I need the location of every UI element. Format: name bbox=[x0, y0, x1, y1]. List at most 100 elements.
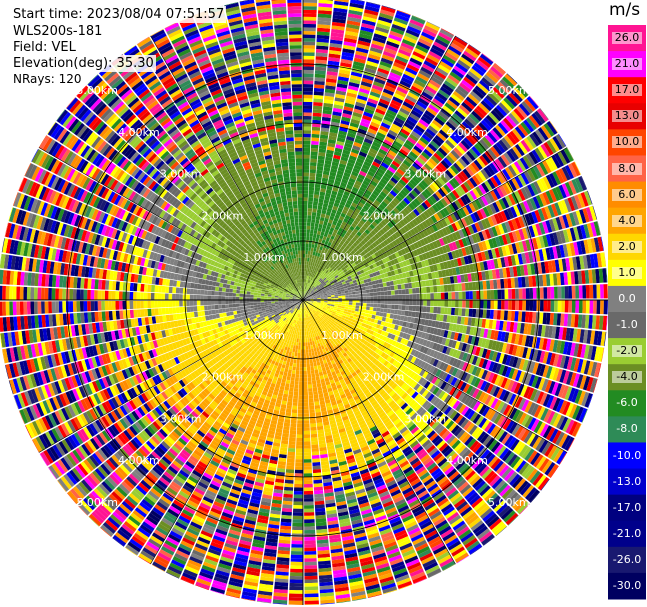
velocity-gate bbox=[513, 108, 525, 121]
velocity-gate bbox=[307, 204, 313, 209]
velocity-gate bbox=[337, 79, 349, 86]
velocity-gate bbox=[334, 296, 339, 299]
velocity-gate bbox=[337, 272, 342, 277]
velocity-gate bbox=[400, 189, 408, 197]
velocity-gate bbox=[305, 282, 307, 287]
velocity-gate bbox=[388, 235, 395, 242]
velocity-gate bbox=[347, 158, 356, 165]
velocity-gate bbox=[571, 300, 576, 313]
velocity-gate bbox=[532, 196, 541, 209]
velocity-gate bbox=[461, 53, 475, 65]
velocity-gate bbox=[341, 297, 346, 300]
velocity-gate bbox=[448, 224, 455, 233]
velocity-gate bbox=[437, 292, 442, 300]
velocity-gate bbox=[314, 223, 319, 228]
velocity-gate bbox=[460, 139, 471, 150]
velocity-gate bbox=[334, 275, 339, 279]
velocity-gate bbox=[306, 264, 309, 269]
velocity-gate bbox=[476, 82, 490, 94]
velocity-gate bbox=[306, 298, 310, 300]
velocity-gate bbox=[369, 307, 374, 311]
velocity-gate bbox=[318, 145, 327, 150]
velocity-gate bbox=[460, 274, 465, 283]
velocity-gate bbox=[389, 102, 401, 111]
velocity-gate bbox=[314, 401, 320, 406]
velocity-gate bbox=[315, 271, 319, 276]
velocity-gate bbox=[343, 234, 349, 240]
velocity-gate bbox=[523, 170, 533, 184]
velocity-gate bbox=[303, 193, 309, 198]
velocity-gate bbox=[526, 169, 536, 182]
velocity-gate bbox=[529, 133, 540, 147]
velocity-gate bbox=[311, 140, 319, 146]
velocity-gate bbox=[373, 275, 379, 281]
velocity-gate bbox=[501, 76, 515, 89]
velocity-gate bbox=[316, 256, 320, 261]
velocity-gate bbox=[327, 222, 332, 228]
velocity-gate bbox=[477, 252, 483, 262]
velocity-gate bbox=[534, 110, 546, 124]
velocity-gate bbox=[374, 279, 380, 285]
velocity-gate bbox=[557, 300, 562, 313]
velocity-gate bbox=[426, 107, 438, 117]
velocity-gate bbox=[471, 110, 483, 122]
velocity-gate bbox=[595, 268, 600, 284]
velocity-gate bbox=[488, 238, 495, 249]
velocity-gate bbox=[313, 282, 317, 287]
velocity-gate bbox=[362, 114, 372, 122]
velocity-gate bbox=[556, 231, 563, 245]
velocity-gate bbox=[353, 183, 361, 190]
velocity-gate bbox=[385, 277, 390, 282]
velocity-gate bbox=[383, 139, 393, 147]
velocity-gate bbox=[400, 162, 410, 171]
velocity-gate bbox=[365, 257, 371, 263]
velocity-gate bbox=[433, 292, 438, 300]
velocity-gate bbox=[536, 108, 549, 122]
velocity-gate bbox=[330, 269, 335, 274]
velocity-gate bbox=[364, 176, 372, 184]
velocity-gate bbox=[373, 33, 387, 41]
velocity-gate bbox=[408, 288, 413, 294]
velocity-gate bbox=[389, 280, 394, 286]
velocity-gate bbox=[465, 134, 476, 146]
velocity-gate bbox=[309, 179, 315, 184]
velocity-gate bbox=[317, 300, 321, 302]
velocity-gate bbox=[460, 183, 469, 194]
velocity-gate bbox=[320, 300, 325, 303]
velocity-gate bbox=[365, 234, 372, 241]
velocity-gate bbox=[403, 246, 410, 254]
velocity-gate bbox=[419, 293, 424, 300]
velocity-gate bbox=[365, 211, 372, 218]
velocity-gate bbox=[348, 297, 353, 300]
velocity-gate bbox=[308, 279, 311, 284]
velocity-gate bbox=[437, 300, 442, 307]
velocity-gate bbox=[410, 189, 419, 198]
velocity-gate bbox=[397, 151, 407, 160]
velocity-gate bbox=[475, 105, 488, 117]
velocity-gate bbox=[425, 85, 437, 95]
velocity-gate bbox=[387, 192, 395, 200]
velocity-gate bbox=[379, 12, 394, 21]
velocity-gate bbox=[442, 105, 454, 115]
velocity-gate bbox=[314, 290, 319, 293]
velocity-gate bbox=[461, 237, 468, 247]
velocity-gate bbox=[467, 93, 480, 105]
velocity-gate bbox=[408, 60, 421, 70]
velocity-gate bbox=[333, 236, 339, 242]
velocity-gate bbox=[554, 259, 560, 273]
velocity-gate bbox=[403, 197, 411, 205]
velocity-gate bbox=[394, 300, 399, 305]
velocity-gate bbox=[427, 272, 433, 280]
velocity-gate bbox=[320, 257, 324, 263]
velocity-gate bbox=[341, 221, 347, 227]
velocity-gate bbox=[385, 169, 394, 177]
velocity-gate bbox=[429, 306, 434, 314]
velocity-gate bbox=[324, 160, 332, 165]
velocity-gate bbox=[315, 216, 321, 221]
velocity-gate bbox=[392, 264, 398, 270]
velocity-gate bbox=[515, 84, 529, 98]
velocity-gate bbox=[442, 142, 453, 152]
velocity-gate bbox=[303, 87, 314, 92]
velocity-gate bbox=[483, 166, 493, 178]
velocity-gate bbox=[545, 190, 554, 204]
